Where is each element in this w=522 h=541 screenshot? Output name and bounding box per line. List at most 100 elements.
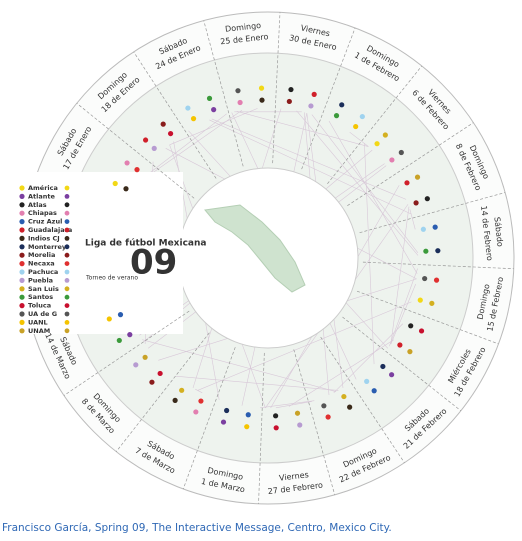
legend-icon (64, 252, 70, 258)
legend-icon (64, 278, 70, 283)
match-line (328, 120, 418, 274)
match-line (195, 388, 203, 394)
match-marker (397, 342, 403, 348)
match-marker (273, 413, 279, 419)
legend-icon (64, 236, 70, 241)
match-line (364, 143, 375, 365)
match-marker (389, 157, 395, 163)
match-marker (341, 393, 347, 400)
legend-icon (64, 269, 70, 275)
legend-icon (64, 303, 70, 308)
match-marker (407, 349, 413, 355)
match-marker (382, 132, 388, 138)
legend-dot (19, 185, 25, 191)
match-line (211, 118, 407, 200)
match-marker (398, 149, 404, 156)
match-marker (321, 403, 327, 409)
match-marker (167, 130, 174, 137)
match-marker (193, 409, 199, 415)
legend-dot (19, 303, 25, 309)
legend-dot (19, 328, 25, 334)
match-marker (224, 407, 230, 414)
legend-label: Morelia (28, 251, 55, 259)
match-line (389, 268, 418, 347)
match-marker (235, 88, 241, 94)
legend-dot (19, 244, 25, 250)
match-marker (294, 410, 301, 416)
match-marker (325, 414, 331, 420)
match-marker (259, 97, 265, 103)
sector-divider (133, 51, 217, 179)
legend-dot (19, 252, 25, 258)
legend-icon (64, 328, 70, 334)
title-number: 09 (130, 243, 177, 283)
match-marker (116, 337, 122, 344)
legend-dot (19, 193, 25, 199)
infographic: Liga de fútbol Mexicana 09 Torneo de ver… (19, 11, 515, 505)
legend-label: Guadalajara (28, 226, 72, 234)
legend-icon (64, 219, 70, 225)
legend-label: UANL (28, 318, 48, 326)
match-marker (198, 398, 204, 404)
match-marker (347, 404, 353, 410)
match-marker (364, 378, 370, 384)
match-marker (414, 174, 421, 180)
match-marker (142, 137, 149, 143)
date-day: Viernes (279, 470, 310, 482)
match-marker (297, 422, 303, 428)
match-line (390, 283, 416, 345)
legend-label: Monterrey (28, 243, 67, 251)
sector-divider (327, 65, 423, 185)
legend-label: UNAM (28, 327, 50, 335)
match-marker (157, 370, 163, 377)
legend-label: Puebla (28, 276, 53, 284)
legend-dot (19, 286, 25, 292)
legend-label: Toluca (28, 302, 51, 310)
match-marker (433, 277, 440, 283)
match-marker (435, 248, 441, 254)
match-line (169, 108, 258, 146)
match-marker (172, 397, 178, 403)
legend-label: Atlante (28, 192, 55, 200)
match-line (142, 339, 337, 392)
legend-label: Pachuca (28, 268, 58, 276)
match-marker (134, 167, 140, 173)
match-marker (106, 316, 112, 322)
legend-dot (19, 227, 25, 233)
match-marker (211, 107, 217, 113)
match-marker (311, 91, 317, 97)
legend-label: Cruz Azul (28, 218, 62, 226)
match-line (296, 110, 419, 256)
match-marker (124, 160, 130, 166)
legend-label: Chiapas (28, 209, 57, 217)
map-mexico (204, 204, 306, 293)
match-marker (190, 116, 197, 122)
legend-icon (64, 261, 70, 266)
match-marker (417, 297, 423, 303)
match-marker (359, 113, 365, 120)
sector-divider (359, 192, 506, 234)
match-line (139, 113, 227, 181)
match-marker (237, 99, 243, 106)
match-marker (286, 98, 292, 105)
match-marker (418, 328, 425, 334)
sector-divider (301, 27, 356, 170)
match-line (260, 400, 315, 409)
match-line (333, 323, 404, 394)
match-marker (404, 180, 410, 186)
match-line (209, 119, 412, 215)
match-marker (333, 113, 340, 119)
legend-icon (64, 286, 70, 292)
match-marker (353, 123, 359, 130)
legend-icon (64, 311, 70, 317)
match-line (236, 110, 369, 147)
legend-dot (19, 294, 25, 300)
legend-label: UA de G (28, 310, 57, 318)
sector-divider (342, 316, 462, 412)
match-marker (206, 95, 213, 101)
legend-dot (19, 219, 25, 225)
legend-dot (19, 261, 25, 267)
match-marker (258, 85, 265, 91)
match-marker (123, 186, 129, 192)
